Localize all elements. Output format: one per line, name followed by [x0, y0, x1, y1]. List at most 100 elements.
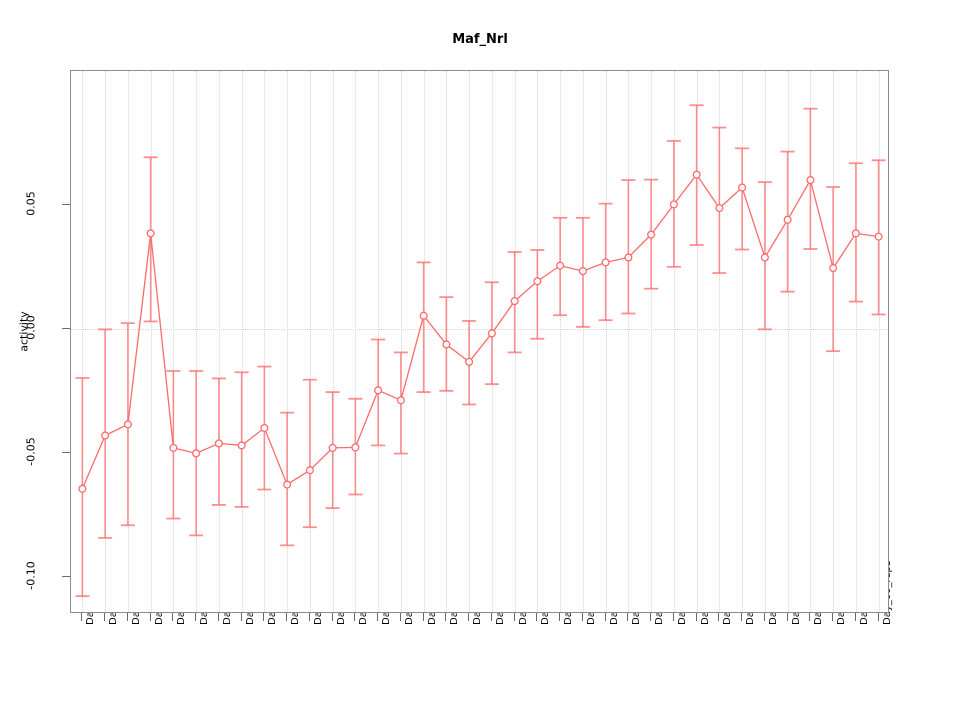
y-axis-tick — [62, 451, 70, 453]
data-point-marker — [123, 420, 132, 429]
gridline-vertical — [537, 71, 539, 612]
data-point-marker — [442, 340, 451, 349]
x-axis-tick — [877, 613, 879, 621]
data-point-marker — [647, 230, 656, 239]
gridline-zero — [71, 328, 888, 331]
series-line — [81, 173, 879, 490]
x-axis-tick — [786, 613, 788, 621]
gridline-vertical — [150, 71, 153, 612]
x-axis-tick — [672, 613, 674, 621]
x-axis-tick — [809, 613, 811, 621]
x-axis-tick — [126, 613, 128, 621]
data-point-marker — [101, 431, 110, 440]
x-axis-tick — [536, 613, 538, 621]
gridline-vertical — [582, 71, 585, 612]
x-axis-tick — [81, 613, 83, 621]
gridline-vertical — [764, 71, 767, 612]
gridline-vertical — [719, 71, 721, 612]
y-axis-tick-label: -0.10 — [24, 561, 38, 590]
x-axis-tick — [399, 613, 401, 621]
x-axis-tick — [286, 613, 288, 621]
gridline-vertical — [241, 71, 244, 612]
x-axis-tick — [422, 613, 424, 621]
data-point-marker — [305, 466, 314, 475]
gridline-vertical — [400, 71, 403, 612]
x-axis-tick — [263, 613, 265, 621]
x-axis-tick — [149, 613, 151, 621]
gridline-vertical — [264, 71, 266, 612]
x-axis-tick — [217, 613, 219, 621]
y-axis-tick — [62, 327, 70, 329]
data-point-marker — [669, 200, 678, 209]
x-axis-tick — [650, 613, 652, 621]
data-point-marker — [533, 277, 542, 286]
data-point-marker — [556, 261, 565, 270]
gridline-vertical — [355, 71, 357, 612]
y-axis-tick — [62, 203, 70, 205]
x-axis-tick — [695, 613, 697, 621]
data-point-marker — [738, 183, 747, 192]
x-axis-tick — [104, 613, 106, 621]
data-point-marker — [601, 258, 610, 267]
series-activity — [75, 104, 886, 598]
y-axis-tick-label: 0.05 — [24, 191, 38, 216]
data-point-marker — [192, 449, 201, 458]
gridline-vertical — [82, 71, 84, 612]
x-axis-tick — [741, 613, 743, 621]
data-point-marker — [78, 484, 87, 493]
plot-area — [70, 70, 889, 613]
gridline-vertical — [560, 71, 562, 612]
data-point-marker — [214, 439, 223, 448]
data-point-marker — [169, 443, 178, 452]
data-point-marker — [510, 297, 519, 306]
data-point-marker — [283, 480, 292, 489]
data-point-marker — [328, 443, 337, 452]
data-point-marker — [829, 264, 838, 273]
x-axis-tick — [308, 613, 310, 621]
data-point-marker — [419, 311, 428, 320]
x-axis-tick — [854, 613, 856, 621]
gridline-vertical — [196, 71, 198, 612]
gridline-vertical — [696, 71, 699, 612]
gridline-vertical — [173, 71, 175, 612]
data-point-marker — [237, 441, 246, 450]
gridline-vertical — [605, 71, 608, 612]
plot-inner — [71, 71, 888, 612]
data-point-marker — [351, 443, 360, 452]
data-point-marker — [851, 229, 860, 238]
gridline-vertical — [787, 71, 790, 612]
gridline-vertical — [878, 71, 881, 612]
gridline-vertical — [218, 71, 221, 612]
data-point-marker — [146, 229, 155, 238]
x-axis-tick — [490, 613, 492, 621]
x-axis-tick — [559, 613, 561, 621]
x-axis-tick — [513, 613, 515, 621]
gridline-vertical — [651, 71, 653, 612]
data-point-marker — [624, 253, 633, 262]
data-point-marker — [715, 204, 724, 213]
gridline-vertical — [332, 71, 335, 612]
x-axis-tick — [354, 613, 356, 621]
gridline-vertical — [673, 71, 676, 612]
x-axis-tick — [240, 613, 242, 621]
x-axis-tick — [172, 613, 174, 621]
data-point-marker — [374, 386, 383, 395]
data-point-marker — [874, 232, 883, 241]
data-point-marker — [396, 396, 405, 405]
data-point-marker — [806, 176, 815, 185]
y-axis-tick — [62, 575, 70, 577]
x-axis-tick — [718, 613, 720, 621]
data-point-marker — [783, 215, 792, 224]
x-axis-tick — [468, 613, 470, 621]
x-axis-tick — [832, 613, 834, 621]
gridline-vertical — [628, 71, 630, 612]
x-axis-tick — [627, 613, 629, 621]
y-axis-tick-label: -0.05 — [24, 437, 38, 466]
y-axis-tick-label: 0.00 — [24, 315, 38, 340]
gridline-vertical — [810, 71, 812, 612]
x-axis-tick — [331, 613, 333, 621]
x-axis-tick — [377, 613, 379, 621]
data-point-marker — [760, 253, 769, 262]
x-axis-tick — [581, 613, 583, 621]
